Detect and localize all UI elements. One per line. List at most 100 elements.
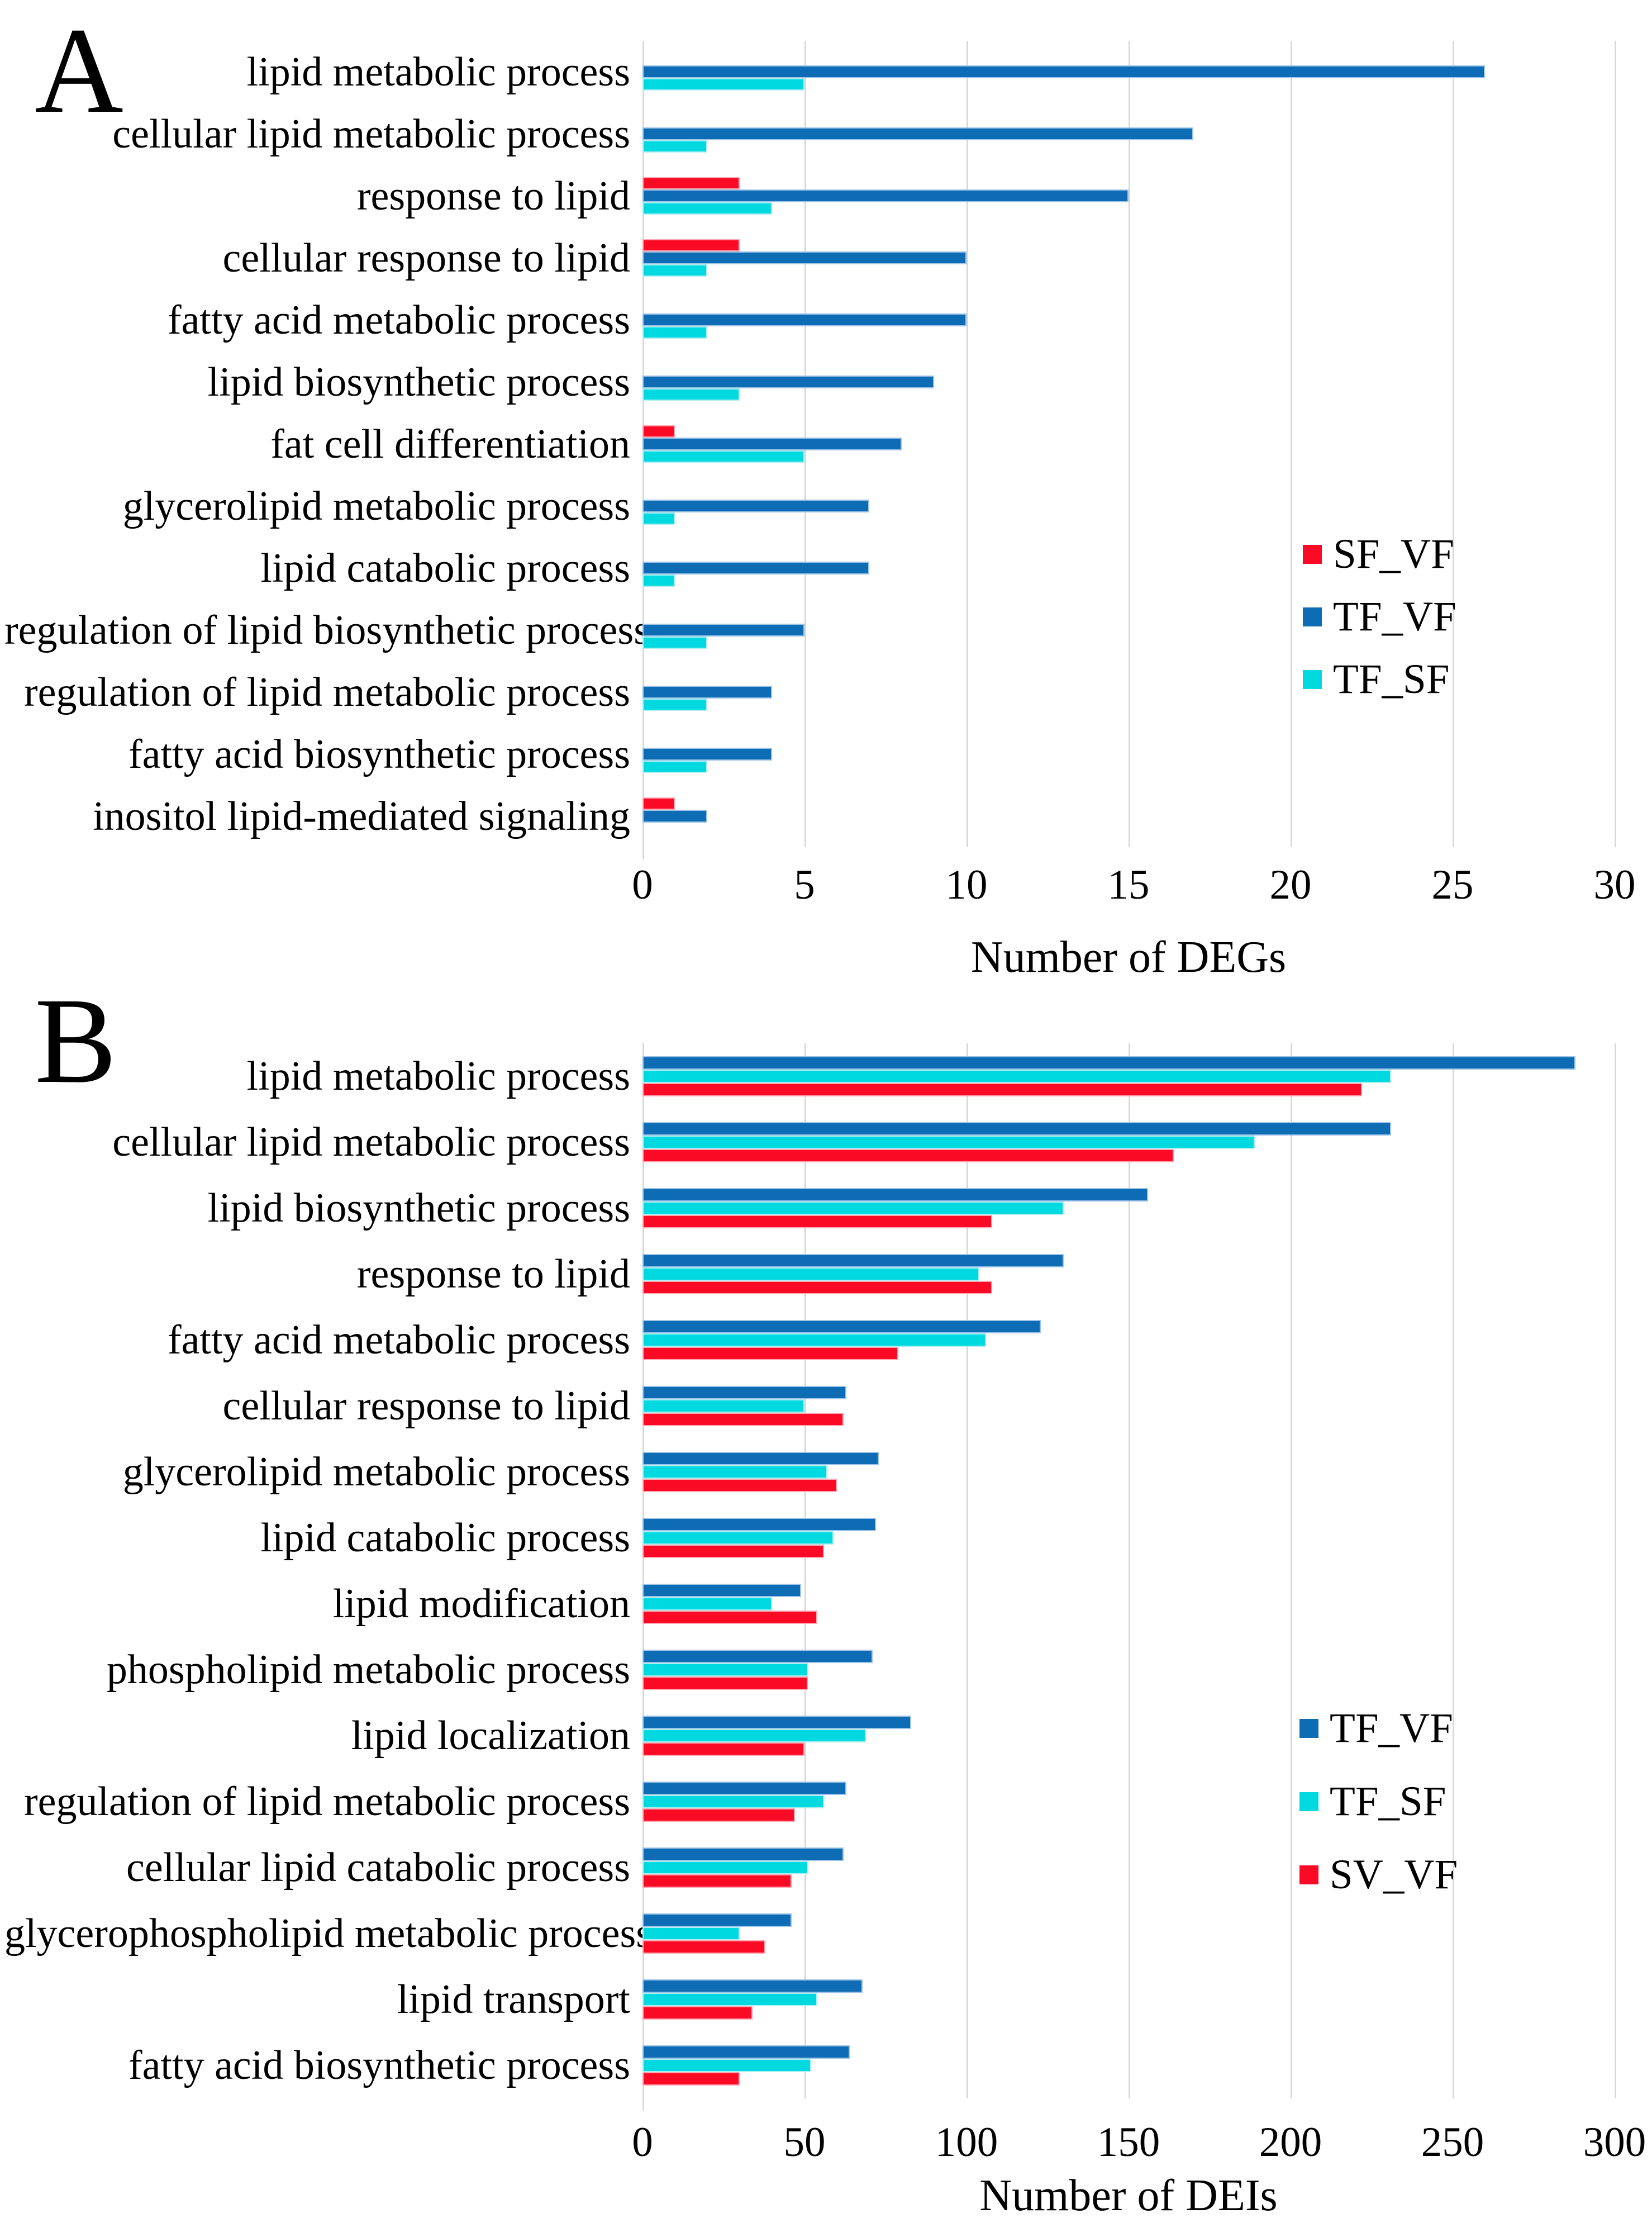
bar-TF_SF bbox=[642, 2058, 811, 2073]
bar-TF_VF bbox=[642, 189, 1129, 202]
gridline bbox=[967, 41, 968, 847]
category-label: fatty acid biosynthetic process bbox=[128, 2043, 630, 2088]
category-label: cellular lipid metabolic process bbox=[112, 1119, 630, 1165]
legend-swatch-icon bbox=[1299, 1718, 1318, 1738]
category-label: response to lipid bbox=[356, 173, 630, 219]
x-tick-label: 0 bbox=[632, 862, 653, 908]
bar-TF_VF bbox=[642, 1122, 1391, 1136]
category-label: glycerolipid metabolic process bbox=[122, 1449, 630, 1495]
bar-TF_SF bbox=[642, 388, 740, 401]
bar-TF_VF bbox=[642, 562, 869, 574]
legend-item-TF_VF: TF_VF bbox=[1299, 1692, 1458, 1765]
bar-TF_VF bbox=[642, 65, 1485, 78]
bar-TF_VF bbox=[642, 1781, 847, 1795]
category-label: lipid modification bbox=[332, 1581, 630, 1627]
category-label: phospholipid metabolic process bbox=[106, 1647, 630, 1693]
bar-TF_SF bbox=[642, 264, 707, 277]
legend-label: TF_SF bbox=[1333, 656, 1450, 702]
bar-SV_VF bbox=[642, 1742, 804, 1756]
bar-TF_SF bbox=[642, 450, 804, 463]
category-label: regulation of lipid metabolic process bbox=[23, 669, 630, 715]
bar-SV_VF bbox=[642, 1347, 899, 1361]
category-label: lipid catabolic process bbox=[260, 1515, 630, 1561]
legend-item-TF_VF: TF_VF bbox=[1303, 586, 1456, 648]
plot-area-A bbox=[642, 41, 1616, 859]
bar-TF_VF bbox=[642, 1913, 792, 1927]
bar-TF_SF bbox=[642, 1926, 740, 1941]
bar-SV_VF bbox=[642, 1940, 766, 1954]
category-label: cellular response to lipid bbox=[222, 235, 630, 281]
category-label: lipid transport bbox=[397, 1977, 630, 2022]
x-axis-title-B: Number of DEIs bbox=[979, 2171, 1278, 2220]
x-tick-label: 200 bbox=[1259, 2119, 1322, 2165]
bar-SV_VF bbox=[642, 1281, 993, 1295]
bar-SV_VF bbox=[642, 1874, 792, 1888]
legend-swatch-icon bbox=[1299, 1792, 1318, 1811]
x-tick-label: 20 bbox=[1269, 862, 1312, 908]
bar-SF_VF bbox=[642, 239, 740, 252]
bar-TF_VF bbox=[642, 1056, 1576, 1070]
bar-SV_VF bbox=[642, 1808, 795, 1822]
axis-tick-mark bbox=[642, 847, 644, 859]
x-tick-label: 0 bbox=[632, 2119, 653, 2165]
gridline bbox=[967, 1043, 968, 2098]
bar-TF_SF bbox=[642, 698, 707, 711]
category-label: lipid catabolic process bbox=[260, 545, 630, 591]
category-label: cellular lipid catabolic process bbox=[126, 1845, 630, 1891]
bar-TF_SF bbox=[642, 1135, 1255, 1150]
gridline bbox=[1291, 1043, 1292, 2098]
bar-TF_SF bbox=[642, 1399, 804, 1413]
bar-TF_VF bbox=[642, 314, 967, 326]
x-tick-label: 50 bbox=[783, 2119, 826, 2165]
x-tick-label: 5 bbox=[794, 862, 815, 908]
bar-SV_VF bbox=[642, 1479, 837, 1493]
bar-TF_SF bbox=[642, 202, 772, 215]
bar-TF_SF bbox=[642, 760, 707, 773]
bar-TF_SF bbox=[642, 1728, 867, 1743]
bar-TF_VF bbox=[642, 1253, 1064, 1267]
bar-TF_VF bbox=[642, 438, 902, 450]
legend-item-SV_VF: SV_VF bbox=[1299, 1838, 1458, 1911]
bar-SV_VF bbox=[642, 1413, 844, 1427]
gridline bbox=[804, 1043, 806, 2098]
x-tick-label: 15 bbox=[1107, 862, 1150, 908]
bar-TF_SF bbox=[642, 574, 675, 587]
bar-TF_VF bbox=[642, 1385, 847, 1399]
bar-TF_SF bbox=[642, 1465, 827, 1479]
x-tick-label: 100 bbox=[935, 2119, 998, 2165]
bar-TF_VF bbox=[642, 2045, 850, 2059]
legend-label: TF_VF bbox=[1330, 1704, 1453, 1751]
legend-item-TF_SF: TF_SF bbox=[1303, 648, 1456, 711]
gridline bbox=[1453, 41, 1454, 847]
category-label: lipid localization bbox=[351, 1713, 630, 1759]
category-label: glycerophospholipid metabolic process bbox=[4, 1911, 653, 1956]
x-tick-label: 30 bbox=[1593, 862, 1636, 908]
category-label: lipid biosynthetic process bbox=[207, 1185, 630, 1231]
bar-SF_VF bbox=[642, 425, 675, 438]
x-tick-label: 250 bbox=[1421, 2119, 1484, 2165]
x-tick-label: 150 bbox=[1097, 2119, 1160, 2165]
bar-TF_SF bbox=[642, 1201, 1064, 1215]
bar-SV_VF bbox=[642, 1083, 1362, 1097]
bar-SV_VF bbox=[642, 1611, 818, 1625]
bar-TF_VF bbox=[642, 748, 772, 761]
bar-SV_VF bbox=[642, 1545, 824, 1559]
bar-TF_VF bbox=[642, 251, 967, 264]
bar-TF_SF bbox=[642, 636, 707, 649]
bar-TF_VF bbox=[642, 686, 772, 699]
gridline bbox=[1129, 41, 1130, 847]
category-label: fatty acid biosynthetic process bbox=[128, 731, 630, 777]
bar-SF_VF bbox=[642, 177, 740, 190]
bar-TF_VF bbox=[642, 810, 707, 823]
legend-swatch-icon bbox=[1303, 670, 1322, 689]
legend-label: SV_VF bbox=[1330, 1851, 1458, 1898]
panel-letter-A: A bbox=[35, 2, 123, 139]
bar-TF_VF bbox=[642, 376, 934, 388]
bar-TF_SF bbox=[642, 78, 804, 91]
panel-letter-B: B bbox=[35, 972, 117, 1109]
bar-TF_VF bbox=[642, 127, 1193, 140]
legend-label: TF_SF bbox=[1330, 1778, 1446, 1825]
bar-SV_VF bbox=[642, 1149, 1174, 1163]
legend-item-SF_VF: SF_VF bbox=[1303, 523, 1456, 586]
bar-SF_VF bbox=[642, 797, 675, 810]
